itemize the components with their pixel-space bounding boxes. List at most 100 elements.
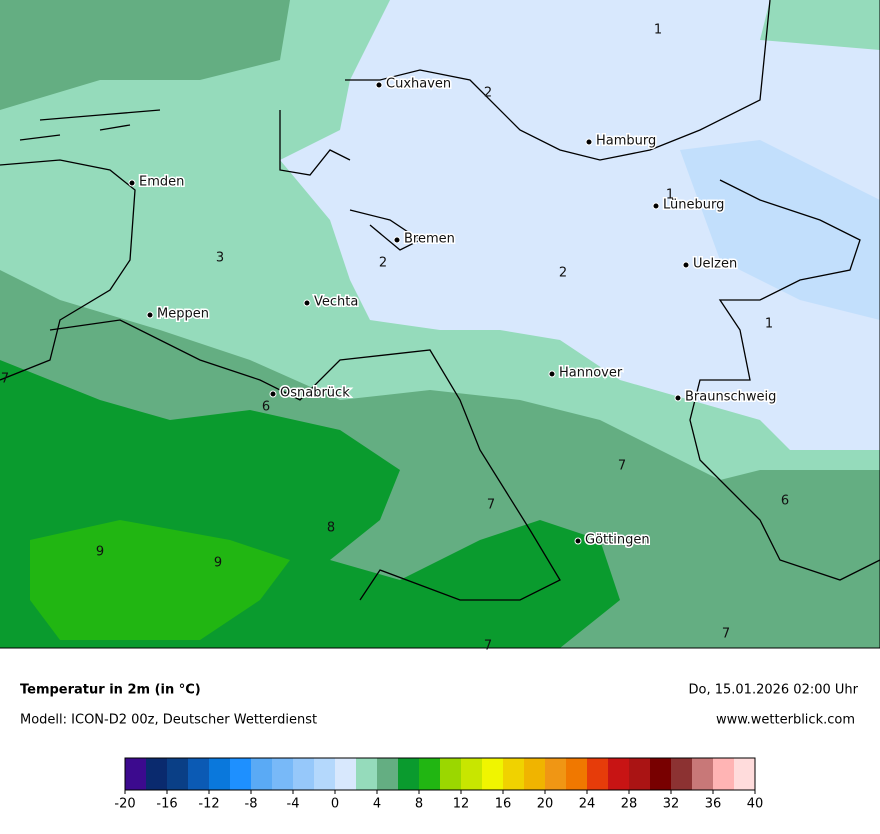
- contour-label: 7: [487, 498, 495, 513]
- colorbar-segment: [503, 758, 525, 790]
- city-dot: [682, 261, 690, 269]
- city-dot: [269, 390, 277, 398]
- contour-label: 2: [559, 266, 567, 281]
- colorbar-tick-label: 20: [537, 797, 554, 812]
- forecast-datetime: Do, 15.01.2026 02:00 Uhr: [689, 683, 859, 698]
- website: www.wetterblick.com: [716, 713, 855, 728]
- colorbar-segment: [671, 758, 693, 790]
- colorbar-tick-label: 40: [747, 797, 764, 812]
- colorbar-tick-label: 32: [663, 797, 680, 812]
- colorbar-tick-label: 24: [579, 797, 596, 812]
- contour-label: 9: [96, 545, 104, 560]
- island-line: [19, 109, 161, 141]
- colorbar-frame: [124, 757, 756, 791]
- colorbar-segment: [440, 758, 462, 790]
- colorbar-segment: [272, 758, 294, 790]
- contour-label: 7: [1, 372, 9, 387]
- colorbar-segment: [587, 758, 609, 790]
- colorbar-segment: [188, 758, 210, 790]
- colorbar-segment: [629, 758, 651, 790]
- contour-label: 7: [484, 639, 492, 654]
- contour-label: 6: [262, 400, 270, 415]
- colorbar-segment: [230, 758, 252, 790]
- contour-label: 1: [765, 317, 773, 332]
- contour-label: 7: [618, 459, 626, 474]
- colorbar-segment: [524, 758, 546, 790]
- contour-label-layer: 1 2 1 3 2 2 1 7 6 7 7 6 8 9 9 7 7: [1, 23, 789, 654]
- colorbar-segment: [461, 758, 483, 790]
- colorbar-segment: [335, 758, 357, 790]
- city-label: Lüneburg: [663, 198, 724, 213]
- colorbar-segment: [419, 758, 441, 790]
- city-dot: [393, 236, 401, 244]
- city-dot: [674, 394, 682, 402]
- colorbar-tick-label: -20: [114, 797, 135, 812]
- contour-label: 3: [216, 251, 224, 266]
- city-label: Emden: [139, 175, 184, 190]
- colorbar-segment: [251, 758, 273, 790]
- contour-label: 8: [327, 521, 335, 536]
- city-label: Braunschweig: [685, 390, 776, 405]
- colorbar-segment: [608, 758, 630, 790]
- model-info: Modell: ICON-D2 00z, Deutscher Wetterdie…: [20, 713, 317, 728]
- contour-label: 1: [666, 188, 674, 203]
- city-dot: [375, 81, 383, 89]
- colorbar-segment: [398, 758, 420, 790]
- contour-label: 7: [722, 627, 730, 642]
- colorbar-segment: [482, 758, 504, 790]
- colorbar-segment: [692, 758, 714, 790]
- colorbar-tick-label: 28: [621, 797, 638, 812]
- colorbar-tick-label: 16: [495, 797, 512, 812]
- cold-zone: [280, 0, 880, 450]
- river-line: [349, 209, 422, 251]
- colorbar-segment: [209, 758, 231, 790]
- colorbar-segment: [314, 758, 336, 790]
- colorbar-segment: [650, 758, 672, 790]
- colorbar-tick-label: 4: [373, 797, 381, 812]
- coast-line: [345, 0, 771, 161]
- city-label: Osnabrück: [280, 386, 350, 401]
- colorbar-tick-label: 12: [453, 797, 470, 812]
- colorbar-segment: [377, 758, 399, 790]
- border-line: [49, 319, 561, 601]
- city-dot: [574, 537, 582, 545]
- border-line: [689, 179, 880, 581]
- city-label: Göttingen: [585, 533, 650, 548]
- city-label: Vechta: [314, 295, 358, 310]
- city-dot: [128, 179, 136, 187]
- city-dot: [652, 202, 660, 210]
- city-layer: Cuxhaven Hamburg Emden Lüneburg Bremen Uelzen…: [128, 75, 778, 549]
- city-label: Cuxhaven: [386, 77, 451, 92]
- map-title: Temperatur in 2m (in °C): [20, 683, 201, 698]
- border-line: [0, 159, 136, 381]
- contour-label: 2: [484, 86, 492, 101]
- sea-zone: [0, 0, 290, 110]
- city-dot: [303, 299, 311, 307]
- warmer-zone: [30, 520, 290, 640]
- colorbar-tick-label: 36: [705, 797, 722, 812]
- city-dot: [146, 311, 154, 319]
- colorbar-segment: [167, 758, 189, 790]
- city-label: Hamburg: [596, 134, 656, 149]
- contour-label: 6: [781, 494, 789, 509]
- colorbar-tick-label: 0: [331, 797, 339, 812]
- colorbar-tick-label: 8: [415, 797, 423, 812]
- contour-label: 2: [379, 256, 387, 271]
- colorbar-tick-label: -8: [245, 797, 258, 812]
- colorbar-segment: [734, 758, 756, 790]
- colorbar-segment: [125, 758, 147, 790]
- colorbar: -20 -16 -12 -8 -4 0 4 8 12 16 20 24 28 32 36 40: [114, 757, 764, 812]
- colorbar-tick-label: -16: [156, 797, 177, 812]
- colorbar-tick-label: -12: [198, 797, 219, 812]
- city-dot: [548, 370, 556, 378]
- city-label: Hannover: [559, 366, 623, 381]
- colorbar-segment: [713, 758, 735, 790]
- colorbar-segment: [566, 758, 588, 790]
- contour-label: 9: [214, 556, 222, 571]
- coast-line: [279, 110, 351, 176]
- city-dot: [585, 138, 593, 146]
- colorbar-segment: [545, 758, 567, 790]
- colorbar-segment: [356, 758, 378, 790]
